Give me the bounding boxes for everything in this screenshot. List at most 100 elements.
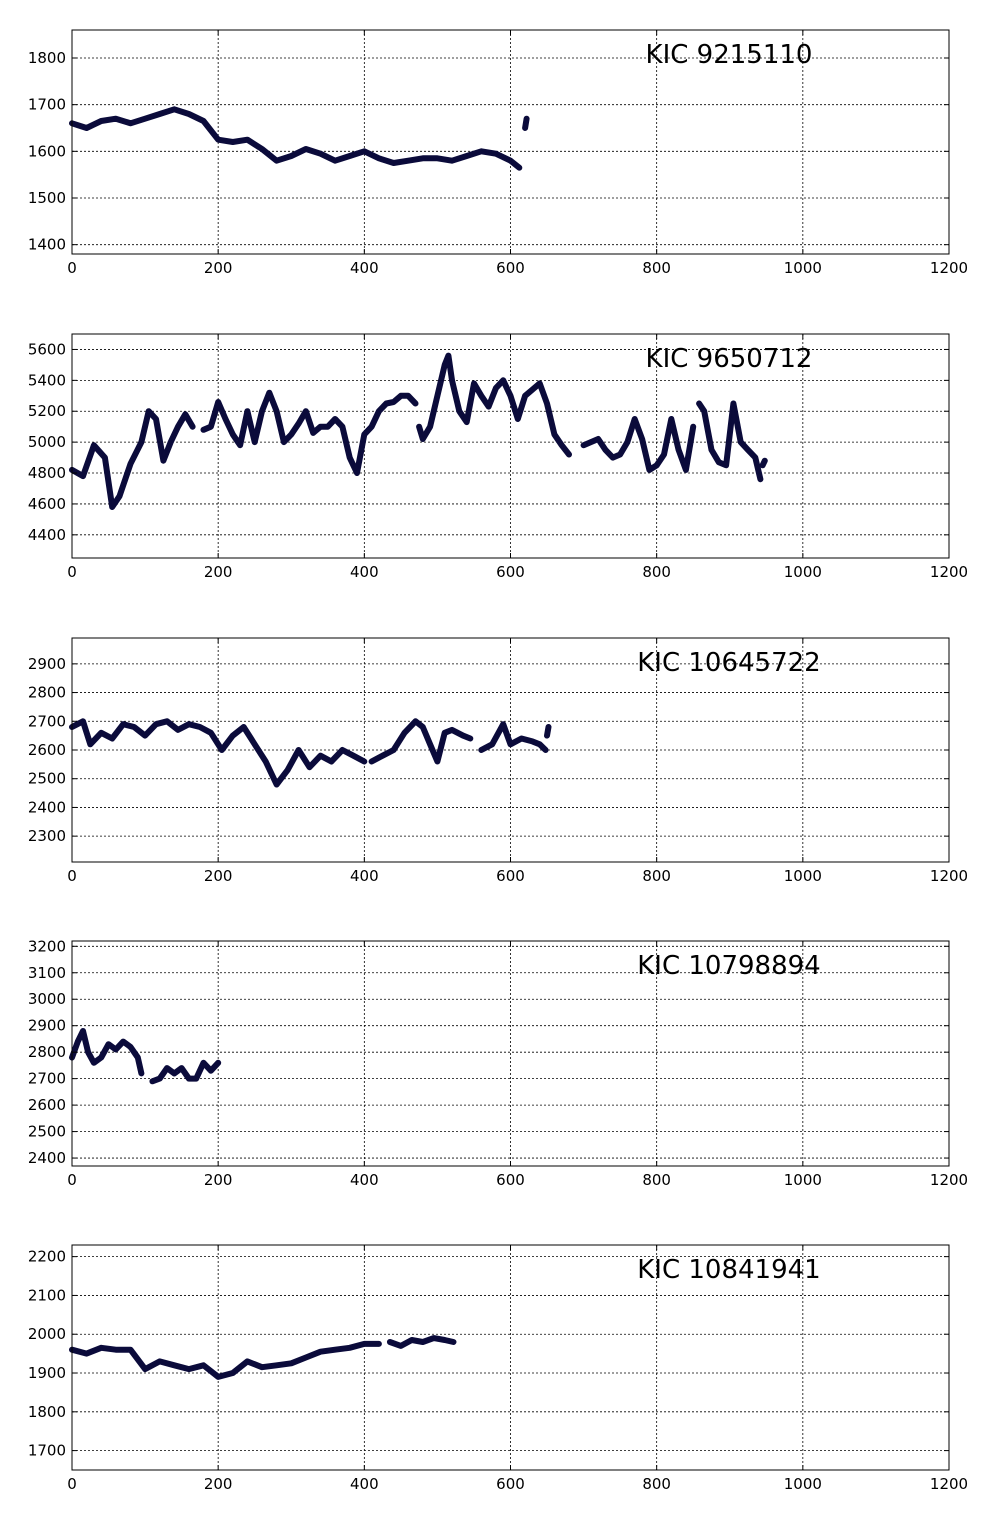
series-scatter-1 — [71, 1030, 143, 1075]
x-tick-label: 600 — [496, 867, 525, 885]
y-tick-label: 2900 — [28, 1017, 66, 1035]
plot-title: KIC 9650712 — [646, 344, 813, 374]
series-segment-1 — [69, 1028, 145, 1077]
series-scatter-2 — [202, 391, 417, 474]
x-tick-label: 400 — [350, 1475, 379, 1493]
y-tick-label: 2600 — [28, 741, 66, 759]
y-tick-label: 4600 — [28, 495, 66, 513]
plot-title: KIC 10645722 — [637, 648, 820, 678]
x-tick-label: 600 — [496, 1475, 525, 1493]
y-tick-label: 1700 — [28, 1442, 66, 1460]
y-tick-label: 1700 — [28, 96, 66, 114]
y-tick-label: 4800 — [28, 464, 66, 482]
subplot-5: 0 200 400 600 800 1000 1200 1700 1800 1900 2000 210… — [28, 1244, 968, 1493]
series-scatter-3 — [418, 354, 570, 456]
y-tick-label: 1400 — [28, 236, 66, 254]
y-tick-label: 1800 — [28, 49, 66, 67]
x-tick-label: 800 — [642, 259, 671, 277]
series-segment-2 — [368, 718, 474, 765]
x-tick-label: 0 — [67, 1475, 77, 1493]
series-scatter-1 — [71, 108, 521, 169]
series-segment-2 — [200, 389, 419, 476]
y-tick-label: 2000 — [28, 1325, 66, 1343]
x-tick-label: 200 — [204, 867, 233, 885]
y-tick-label: 1500 — [28, 189, 66, 207]
series-scatter-2 — [524, 117, 528, 129]
series-scatter-1 — [71, 1343, 380, 1378]
x-tick-label: 800 — [642, 867, 671, 885]
series-segment-5 — [696, 400, 764, 483]
x-tick-label: 1200 — [930, 867, 968, 885]
series-segment-1 — [69, 408, 196, 510]
x-tick-label: 400 — [350, 1171, 379, 1189]
subplot-4: 0 200 400 600 800 1000 1200 2400 2500 2600 2700 280… — [28, 937, 968, 1189]
x-tick-label: 1200 — [930, 563, 968, 581]
y-tick-label: 3000 — [28, 990, 66, 1008]
series-segment-3 — [478, 721, 549, 753]
subplot-1: 0 200 400 600 800 1000 1200 1400 1500 1600 1700 180… — [28, 29, 968, 277]
y-tick-label: 2700 — [28, 1070, 66, 1088]
x-tick-label: 400 — [350, 867, 379, 885]
y-tick-label: 2500 — [28, 770, 66, 788]
x-tick-label: 800 — [642, 1171, 671, 1189]
series-scatter-4 — [582, 418, 694, 471]
series-segment-1 — [69, 1340, 382, 1380]
x-tick-label: 400 — [350, 563, 379, 581]
y-tick-label: 5000 — [28, 433, 66, 451]
subplot-2: 0 200 400 600 800 1000 1200 4400 4600 4800 5000 520… — [28, 333, 968, 581]
x-tick-label: 800 — [642, 1475, 671, 1493]
subplot-3: 0 200 400 600 800 1000 1200 2300 2400 2500 2600 270… — [28, 637, 968, 885]
series-scatter-6 — [761, 459, 766, 467]
plot-title: KIC 10798894 — [637, 951, 820, 981]
y-tick-label: 2600 — [28, 1096, 66, 1114]
series-scatter-3 — [480, 723, 547, 751]
x-tick-label: 1000 — [784, 563, 822, 581]
y-tick-label: 2900 — [28, 655, 66, 673]
series-scatter-1 — [71, 720, 366, 786]
series-scatter-4 — [546, 726, 550, 737]
x-tick-label: 1000 — [784, 1475, 822, 1493]
y-tick-label: 5400 — [28, 371, 66, 389]
x-tick-label: 0 — [67, 563, 77, 581]
x-tick-label: 800 — [642, 563, 671, 581]
x-tick-label: 1200 — [930, 1475, 968, 1493]
y-tick-label: 1800 — [28, 1403, 66, 1421]
series-scatter-2 — [389, 1337, 455, 1347]
x-tick-label: 200 — [204, 259, 233, 277]
series-scatter-5 — [698, 402, 762, 480]
x-tick-label: 1000 — [784, 867, 822, 885]
y-tick-label: 2800 — [28, 684, 66, 702]
x-tick-label: 200 — [204, 1475, 233, 1493]
series-segment-3 — [416, 352, 572, 458]
y-tick-label: 4400 — [28, 526, 66, 544]
x-tick-label: 1200 — [930, 259, 968, 277]
x-tick-label: 1000 — [784, 1171, 822, 1189]
y-tick-label: 2400 — [28, 798, 66, 816]
x-tick-label: 200 — [204, 1171, 233, 1189]
series-scatter-1 — [71, 410, 194, 508]
x-tick-label: 1200 — [930, 1171, 968, 1189]
plot-title: KIC 9215110 — [646, 40, 813, 70]
x-tick-label: 1000 — [784, 259, 822, 277]
x-tick-label: 0 — [67, 1171, 77, 1189]
series-scatter-2 — [151, 1062, 219, 1083]
y-tick-label: 5200 — [28, 402, 66, 420]
y-tick-label: 2300 — [28, 827, 66, 845]
x-tick-label: 0 — [67, 867, 77, 885]
y-tick-label: 2100 — [28, 1286, 66, 1304]
y-tick-label: 2800 — [28, 1043, 66, 1061]
x-tick-label: 600 — [496, 259, 525, 277]
y-tick-label: 5600 — [28, 340, 66, 358]
y-tick-label: 2200 — [28, 1248, 66, 1266]
x-tick-label: 600 — [496, 1171, 525, 1189]
y-tick-label: 3200 — [28, 937, 66, 955]
y-tick-label: 2400 — [28, 1149, 66, 1167]
x-tick-label: 200 — [204, 563, 233, 581]
y-tick-label: 1900 — [28, 1364, 66, 1382]
y-tick-label: 2700 — [28, 712, 66, 730]
x-tick-label: 0 — [67, 259, 77, 277]
x-tick-label: 600 — [496, 563, 525, 581]
y-tick-label: 1600 — [28, 142, 66, 160]
plot-title: KIC 10841941 — [637, 1255, 820, 1285]
